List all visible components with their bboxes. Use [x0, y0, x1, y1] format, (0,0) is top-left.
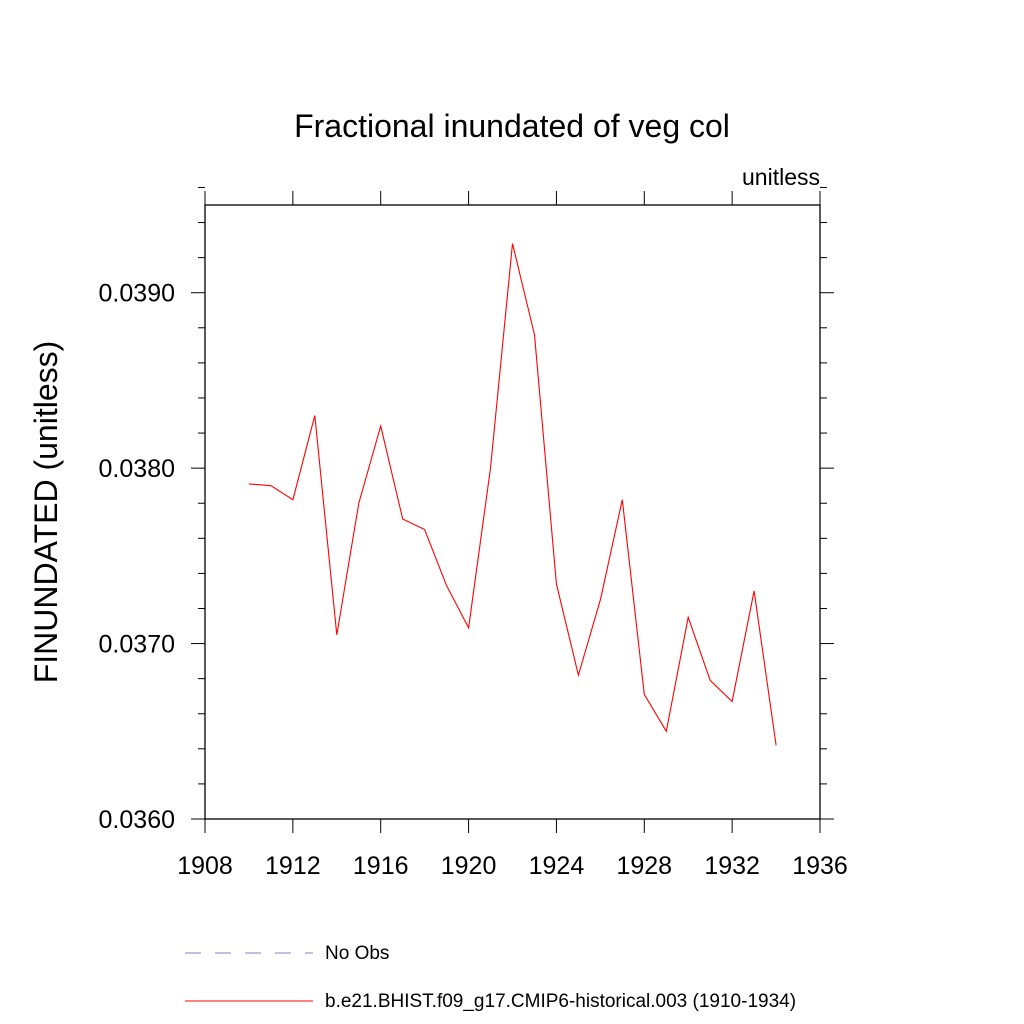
legend-label-no-obs: No Obs	[325, 943, 389, 964]
series-lines	[248, 243, 777, 746]
y-tick-label: 0.0360	[99, 806, 175, 834]
x-tick-label: 1908	[177, 852, 233, 880]
axis-ticks	[191, 186, 834, 833]
legend: No Obs b.e21.BHIST.f09_g17.CMIP6-histori…	[185, 943, 796, 1012]
units-label: unitless	[742, 164, 820, 190]
y-tick-label: 0.0390	[99, 280, 175, 308]
x-tick-label: 1936	[792, 852, 848, 880]
legend-label-model: b.e21.BHIST.f09_g17.CMIP6-historical.003…	[325, 991, 796, 1012]
x-tick-label: 1912	[265, 852, 321, 880]
y-tick-label: 0.0370	[99, 631, 175, 659]
x-tick-label: 1916	[353, 852, 409, 880]
x-tick-label: 1924	[529, 852, 585, 880]
y-tick-labels: 0.0360 0.0370 0.0380 0.0390	[99, 280, 175, 834]
x-tick-labels: 1908 1912 1916 1920 1924 1928 1932 1936	[177, 852, 848, 880]
x-tick-label: 1928	[616, 852, 672, 880]
y-axis-label: FINUNDATED (unitless)	[28, 341, 64, 684]
x-tick-label: 1920	[441, 852, 497, 880]
chart-title: Fractional inundated of veg col	[294, 108, 730, 144]
y-tick-label: 0.0380	[99, 455, 175, 483]
x-tick-label: 1932	[704, 852, 760, 880]
series-line	[248, 243, 777, 746]
plot-frame	[204, 204, 821, 820]
